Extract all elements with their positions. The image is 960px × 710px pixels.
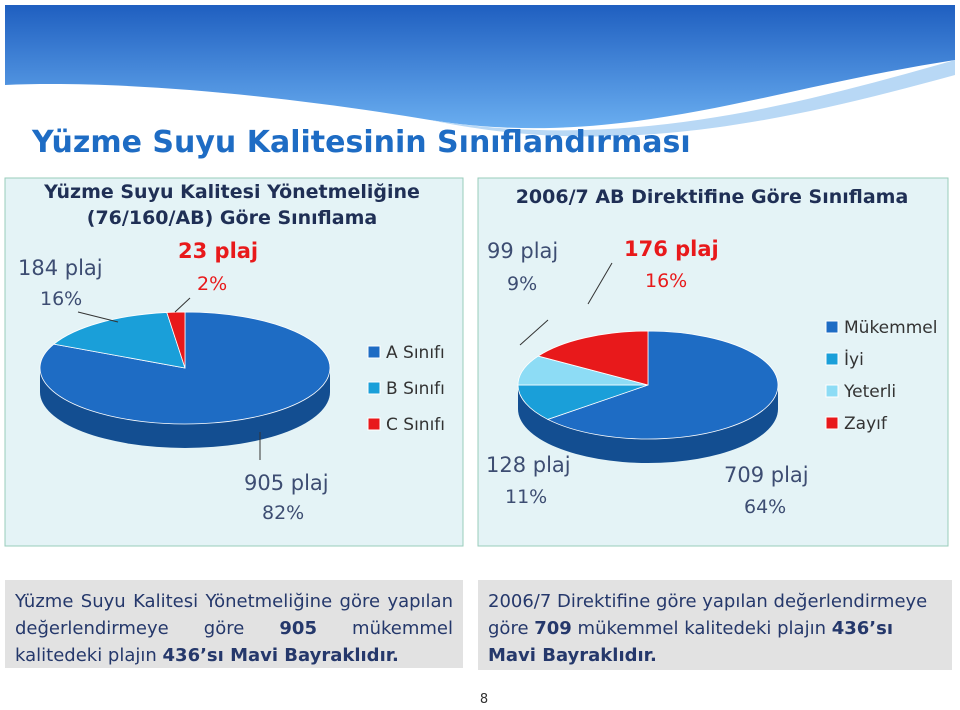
legend-swatch — [367, 417, 381, 431]
note-text: mükemmel kalitedeki plajın — [15, 618, 453, 666]
value-label: 16% — [645, 270, 687, 292]
note: Yüzme Suyu Kalitesi Yönetmeliğine göre y… — [5, 580, 463, 668]
pie-slice — [537, 330, 649, 386]
note-text: Yüzme Suyu Kalitesi Yönetmeliğine göre y… — [15, 591, 453, 639]
banner-wave — [430, 60, 955, 137]
legend-swatch — [825, 320, 839, 334]
note-text: 436’sı Mavi Bayraklıdır. — [488, 618, 894, 666]
pie-slice — [546, 330, 779, 440]
pie-slice — [166, 311, 186, 369]
legend-label: İyi — [844, 349, 864, 370]
leader-line — [174, 297, 191, 313]
note-text: 905 — [279, 618, 317, 639]
leader-line — [587, 262, 613, 305]
banner — [5, 5, 955, 129]
value-label: 2% — [197, 273, 227, 295]
count-label: 128 plaj — [486, 453, 571, 477]
count-label: 709 plaj — [724, 463, 809, 487]
note-text: 2006/7 Direktifine göre yapılan değerlen… — [488, 591, 928, 639]
count-label: 176 plaj — [624, 237, 719, 261]
note-text: 709 — [534, 618, 572, 639]
note-text: mükemmel kalitedeki plajın — [571, 618, 832, 639]
value-label: 82% — [262, 502, 304, 524]
legend-swatch — [825, 416, 839, 430]
legend-label: Yeterli — [843, 382, 896, 402]
chart-title: (76/160/AB) Göre Sınıflama — [87, 207, 377, 229]
pie-slice — [52, 312, 186, 369]
legend-label: A Sınıfı — [386, 343, 445, 363]
legend-swatch — [825, 352, 839, 366]
value-label: 16% — [40, 288, 82, 310]
leader-line — [519, 319, 549, 346]
note-text: 436’sı Mavi Bayraklıdır. — [162, 645, 399, 666]
chart-title: Yüzme Suyu Kalitesi Yönetmeliğine — [43, 181, 420, 203]
legend-label: B Sınıfı — [386, 379, 445, 399]
slide-title: Yüzme Suyu Kalitesinin Sınıflandırması — [31, 125, 691, 160]
count-label: 23 plaj — [178, 239, 258, 263]
legend-label: Mükemmel — [844, 318, 937, 338]
legend-swatch — [367, 381, 381, 395]
count-label: 905 plaj — [244, 471, 329, 495]
value-label: 9% — [507, 273, 537, 295]
note: 2006/7 Direktifine göre yapılan değerlen… — [478, 580, 952, 670]
value-label: 11% — [505, 486, 547, 508]
value-label: 64% — [744, 496, 786, 518]
chart-title: 2006/7 AB Direktifine Göre Sınıflama — [516, 186, 909, 208]
legend-label: Zayıf — [844, 414, 888, 434]
count-label: 99 plaj — [487, 239, 558, 263]
page-number: 8 — [480, 692, 488, 707]
legend-swatch — [825, 384, 839, 398]
legend-swatch — [367, 345, 381, 359]
pie-slice — [517, 384, 649, 420]
leader-line — [77, 311, 119, 323]
count-label: 184 plaj — [18, 256, 103, 280]
legend-label: C Sınıfı — [386, 415, 445, 435]
